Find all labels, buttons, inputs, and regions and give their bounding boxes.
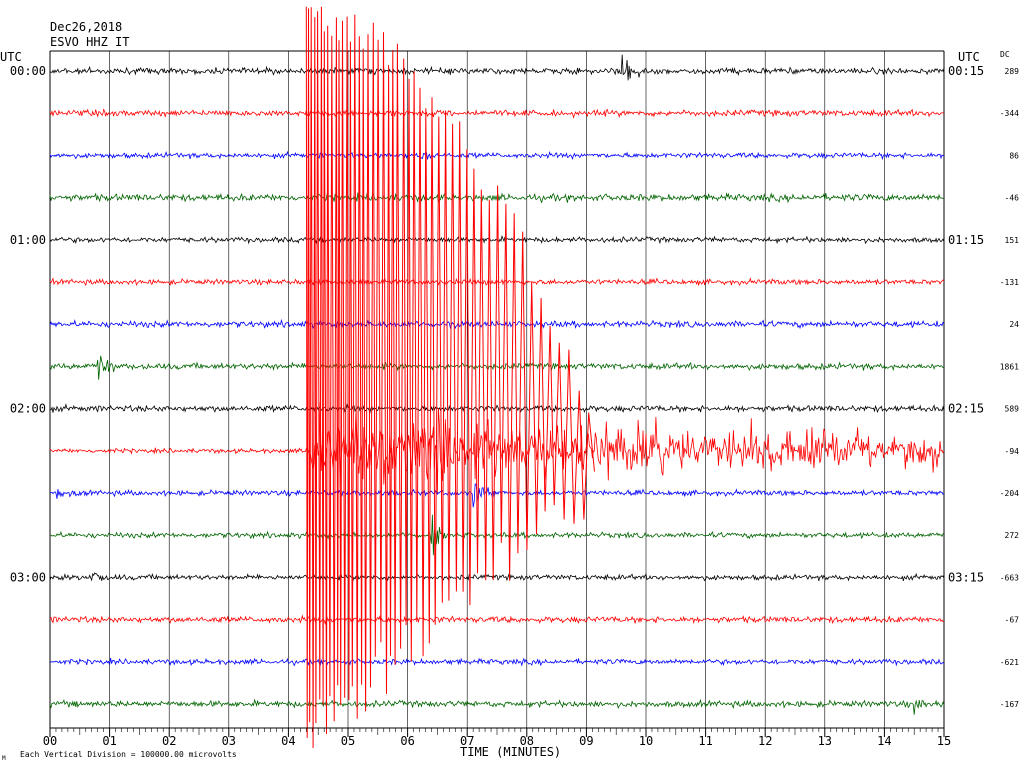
x-tick-label: 08 <box>520 734 534 748</box>
row-dc-offset: 86 <box>1009 151 1019 160</box>
x-tick-label: 14 <box>877 734 891 748</box>
trace-row-12 <box>49 572 945 582</box>
x-axis-title: TIME (MINUTES) <box>460 745 561 759</box>
row-dc-offset: 1861 <box>1000 362 1019 371</box>
trace-row-8 <box>49 403 945 415</box>
row-time-labels: 00:00 00:15 01:00 01:15 02:00 02:15 03:00 03:15 <box>10 64 984 584</box>
large-event-trace <box>305 6 595 749</box>
x-tick-label: 15 <box>937 734 951 748</box>
x-tick-label: 11 <box>698 734 712 748</box>
large-event-waveform <box>305 6 595 749</box>
row-dc-offset: -621 <box>1000 658 1019 667</box>
trace-row-15 <box>49 698 945 715</box>
x-tick-label: 01 <box>102 734 116 748</box>
x-tick-label: 00 <box>43 734 57 748</box>
x-axis: 00 01 02 03 04 05 06 07 08 09 10 11 12 13 14 15 <box>43 727 951 748</box>
trace-row-13 <box>49 614 945 626</box>
dc-header-label: DC <box>1000 50 1010 59</box>
x-tick-label: 03 <box>222 734 236 748</box>
row-dc-offset: -67 <box>1005 616 1020 625</box>
x-tick-label: 13 <box>818 734 832 748</box>
dc-offset-labels: 289 -344 86 -46 151 -131 24 1861 589 -94 -204 272 -6… <box>1000 67 1019 709</box>
date-label: Dec26,2018 <box>50 20 122 34</box>
trace-row-6 <box>49 318 945 330</box>
x-tick-label: 02 <box>162 734 176 748</box>
row-left-time: 02:00 <box>10 402 46 416</box>
trace-row-2 <box>49 150 945 161</box>
station-label: ESVO HHZ IT <box>50 35 129 49</box>
trace-row-0 <box>49 54 945 81</box>
row-dc-offset: -94 <box>1005 447 1020 456</box>
row-right-time: 03:15 <box>948 570 984 584</box>
row-dc-offset: -131 <box>1000 278 1019 287</box>
row-dc-offset: 589 <box>1005 405 1020 414</box>
vertical-division-note: Each Vertical Division = 100000.00 micro… <box>20 750 237 759</box>
x-tick-label: 06 <box>400 734 414 748</box>
row-left-time: 03:00 <box>10 570 46 584</box>
row-left-time: 00:00 <box>10 64 46 78</box>
x-tick-label: 05 <box>341 734 355 748</box>
row-dc-offset: -663 <box>1000 573 1019 582</box>
x-tick-label: 10 <box>639 734 653 748</box>
row-left-time: 01:00 <box>10 233 46 247</box>
trace-row-7 <box>49 355 945 380</box>
trace-row-11 <box>49 514 945 556</box>
right-utc-label: UTC <box>958 50 980 64</box>
seismic-traces <box>49 54 945 715</box>
x-tick-label: 09 <box>579 734 593 748</box>
left-utc-label: UTC <box>0 50 22 64</box>
row-right-time: 01:15 <box>948 233 984 247</box>
row-dc-offset: 289 <box>1005 67 1020 76</box>
trace-row-9 <box>49 402 945 495</box>
trace-row-10 <box>49 483 945 508</box>
row-dc-offset: 272 <box>1005 531 1020 540</box>
trace-row-1 <box>49 108 945 119</box>
row-dc-offset: 151 <box>1005 236 1020 245</box>
x-tick-label: 12 <box>758 734 772 748</box>
x-tick-label: 07 <box>460 734 474 748</box>
row-dc-offset: 24 <box>1009 320 1019 329</box>
row-dc-offset: -167 <box>1000 700 1019 709</box>
row-right-time: 02:15 <box>948 402 984 416</box>
row-right-time: 00:15 <box>948 64 984 78</box>
x-tick-label: 04 <box>281 734 295 748</box>
corner-mark: M <box>2 755 6 762</box>
row-dc-offset: -204 <box>1000 489 1019 498</box>
row-dc-offset: -344 <box>1000 109 1019 118</box>
trace-row-14 <box>49 657 945 667</box>
row-dc-offset: -46 <box>1005 194 1020 203</box>
